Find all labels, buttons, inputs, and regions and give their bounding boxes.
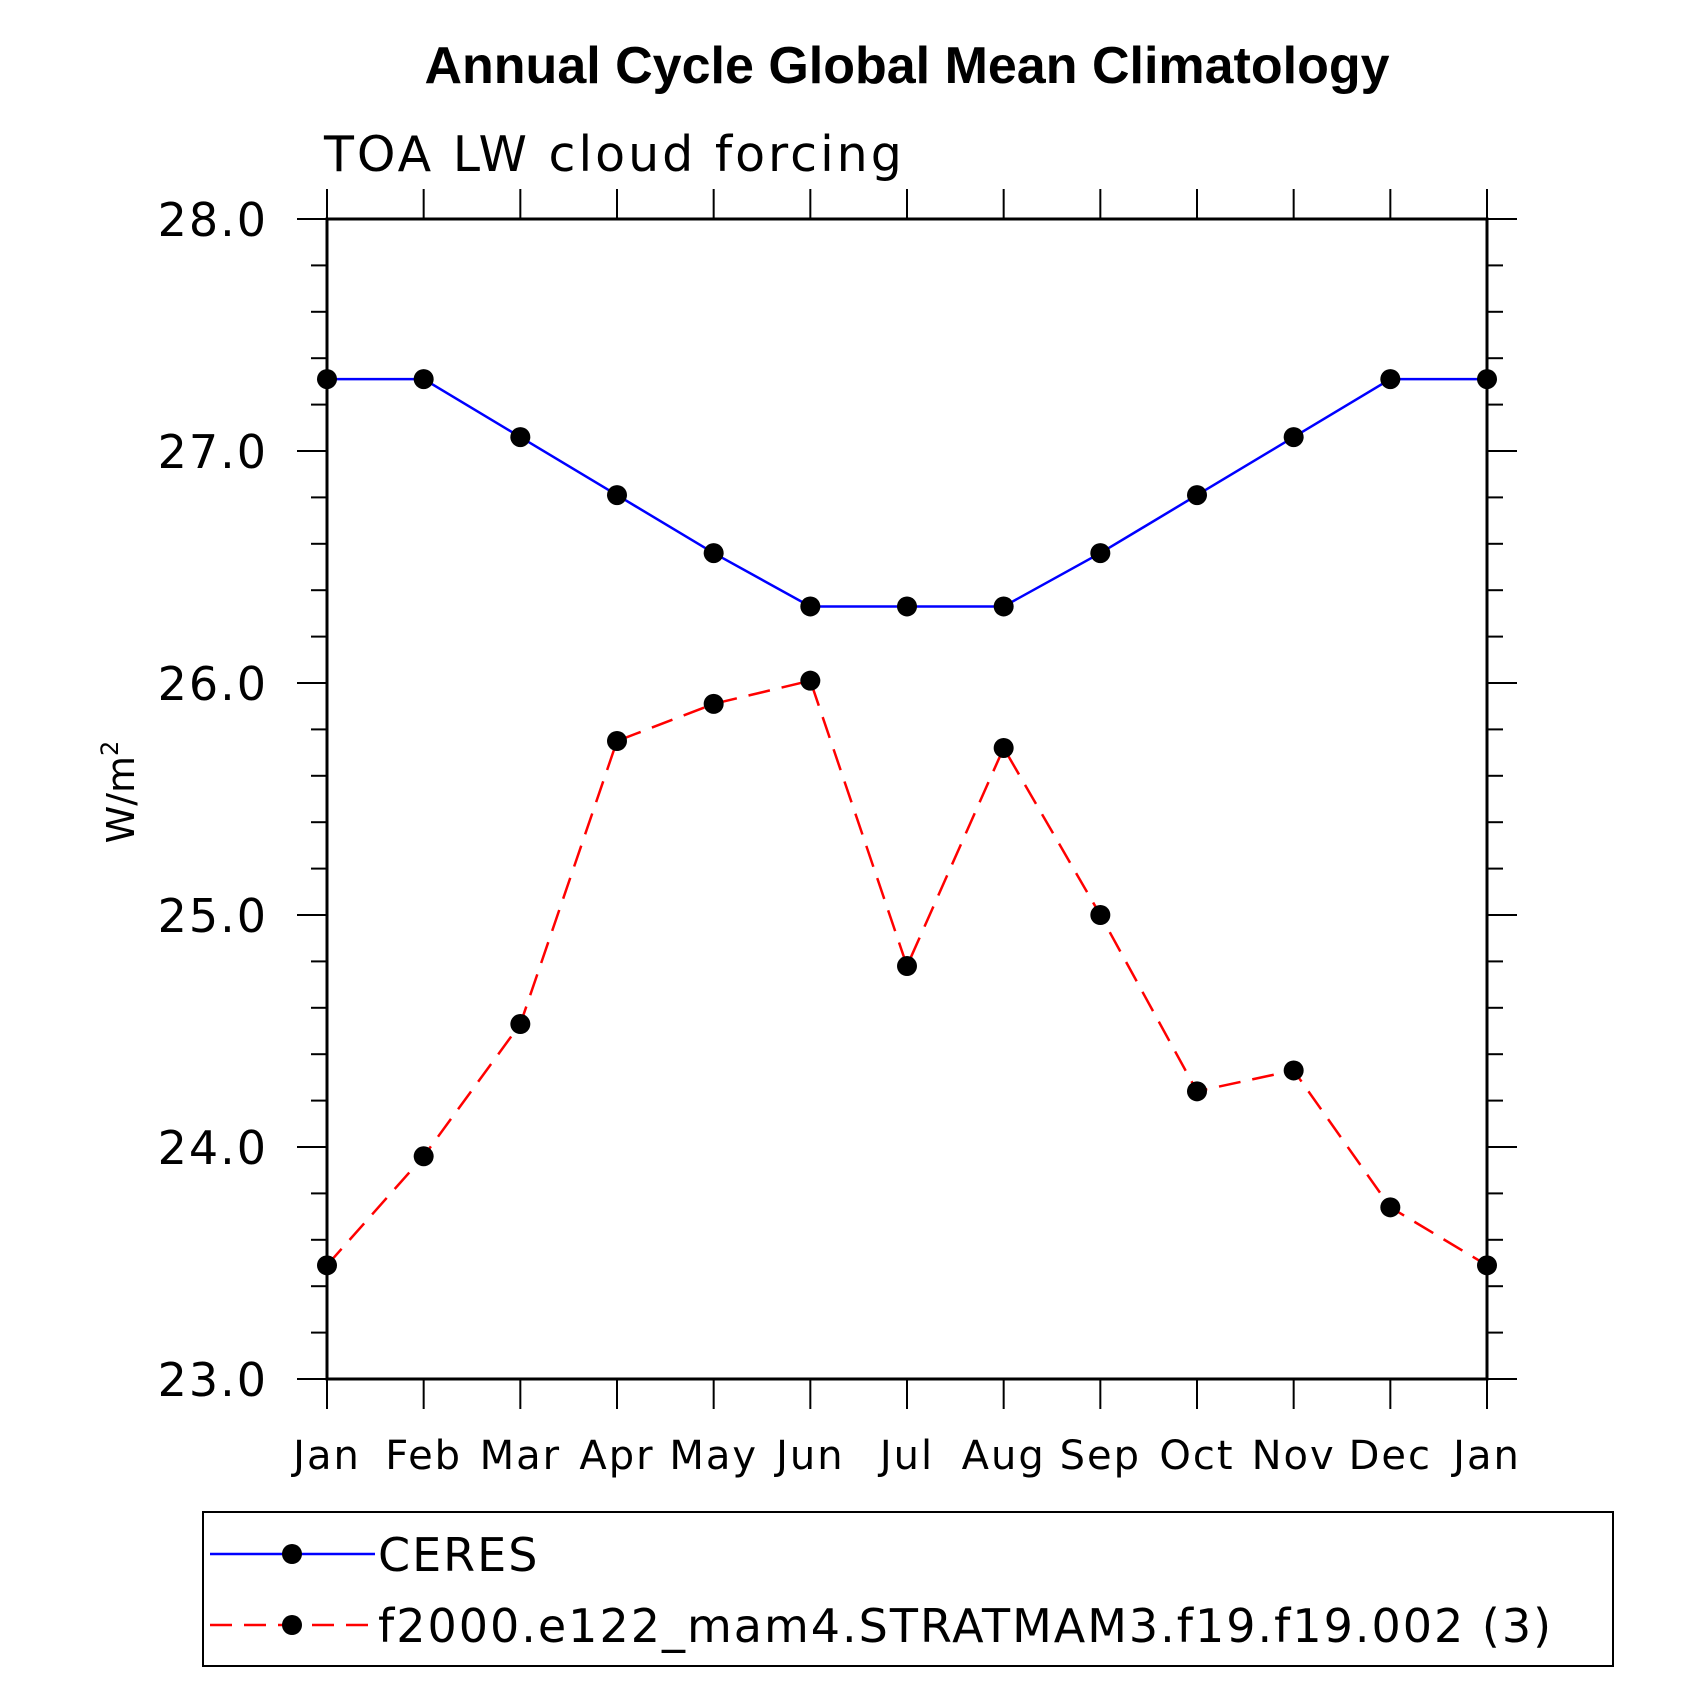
chart-subtitle: TOA LW cloud forcing [323,126,905,183]
axis-ticks [297,189,1517,1409]
legend-marker [282,1544,302,1564]
data-point [1090,543,1111,564]
data-point [1380,1197,1401,1218]
legend-marker [282,1615,302,1635]
x-tick-label: Apr [579,1433,654,1479]
chart-title: Annual Cycle Global Mean Climatology [424,37,1389,95]
x-tick-label: Jan [1450,1433,1521,1479]
y-tick-label: 24.0 [158,1121,268,1175]
data-point [510,427,531,448]
series-1 [317,670,1497,1276]
series-line [327,377,1487,608]
series-layer [317,369,1497,1276]
x-tick-label: Mar [480,1433,561,1479]
data-point [1187,485,1207,506]
x-tick-label: Sep [1060,1433,1141,1479]
x-tick-label: Jul [877,1433,934,1479]
y-axis-label: W/m2 [96,741,143,844]
x-tick-label: May [669,1433,758,1479]
plot-frame [325,217,1489,1381]
data-point [1380,369,1401,390]
x-tick-label: Aug [962,1433,1046,1479]
y-tick-label: 25.0 [158,889,268,943]
x-tick-label: Jun [773,1433,845,1479]
x-tick-label: Feb [385,1433,462,1479]
data-point [800,670,821,691]
data-point [1187,1081,1207,1102]
y-tick-label: 27.0 [158,425,268,479]
x-tick-label: Nov [1252,1433,1336,1479]
data-point [413,1146,434,1167]
legend-label: f2000.e122_mam4.STRATMAM3.f19.f19.002 (3… [378,1599,1553,1653]
data-point [703,543,724,564]
data-point [1090,905,1111,925]
x-tick-labels: Jan Feb Mar Apr May Jun Jul Aug Sep Oct Nov Dec Jan [290,1433,1521,1479]
y-tick-label: 26.0 [158,657,268,711]
data-point [607,731,627,751]
legend-item-1: f2000.e122_mam4.STRATMAM3.f19.f19.002 (3… [210,1599,1553,1653]
data-point [897,956,917,977]
x-tick-label: Oct [1159,1433,1234,1479]
data-point [607,485,627,506]
legend: CERES f2000.e122_mam4.STRATMAM3.f19.f19.0… [202,1511,1614,1667]
y-tick-label: 28.0 [158,193,268,247]
series-0 [317,369,1497,617]
y-tick-label: 23.0 [158,1353,268,1407]
data-point [800,596,821,617]
data-point [413,369,434,390]
svg-text:W/m2: W/m2 [96,741,143,844]
x-tick-label: Jan [290,1433,361,1479]
legend-label: CERES [378,1528,539,1582]
legend-item-0: CERES [210,1528,539,1582]
y-axis-label-base: W/m [99,756,143,843]
y-tick-labels: 23.0 24.0 25.0 26.0 27.0 28.0 [158,193,268,1407]
data-point [510,1014,531,1035]
data-point [993,596,1014,617]
legend-box [202,1511,1614,1667]
data-point [897,596,917,617]
x-tick-label: Dec [1349,1433,1432,1479]
data-point [1283,1060,1304,1081]
data-point [703,693,724,714]
data-point [1283,427,1304,448]
data-point [993,737,1014,758]
y-axis-label-sup: 2 [96,741,124,756]
